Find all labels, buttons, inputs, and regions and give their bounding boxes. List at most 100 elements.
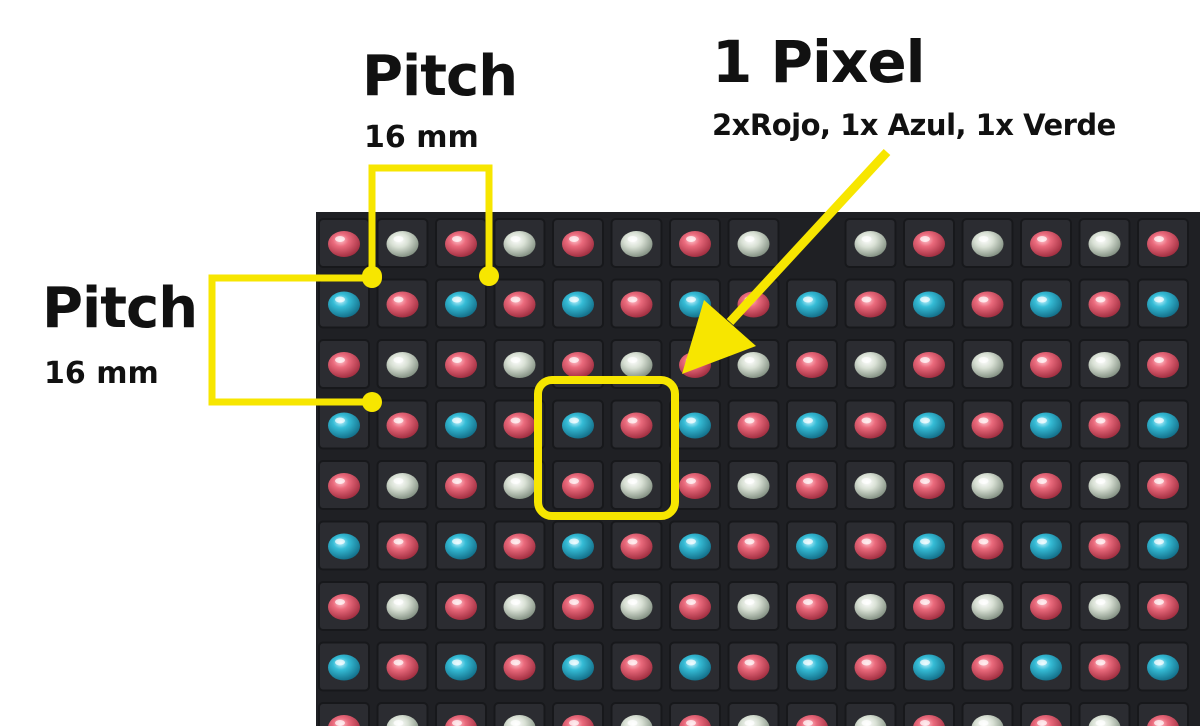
led-highlight — [861, 236, 872, 242]
led-highlight — [686, 659, 696, 666]
led-highlight — [1095, 357, 1106, 363]
led-highlight — [569, 417, 579, 424]
led-highlight — [510, 659, 521, 666]
led-highlight — [861, 417, 872, 424]
led-highlight — [978, 659, 989, 666]
led-highlight — [627, 357, 638, 363]
led-highlight — [452, 478, 462, 484]
pitch-horizontal-bracket — [368, 164, 493, 276]
led-highlight — [335, 236, 345, 242]
led-highlight — [393, 296, 404, 303]
led-highlight — [335, 538, 345, 545]
led-highlight — [627, 538, 638, 545]
pixel-highlight-box — [534, 376, 679, 520]
led-highlight — [861, 659, 872, 666]
led-highlight — [744, 538, 755, 545]
led-highlight — [1095, 659, 1106, 666]
led-highlight — [569, 478, 579, 484]
led-highlight — [920, 236, 930, 242]
led-highlight — [335, 720, 345, 726]
led-highlight — [335, 599, 345, 605]
led-highlight — [335, 296, 345, 303]
led-highlight — [1154, 357, 1164, 363]
led-highlight — [393, 599, 404, 605]
pitch-horizontal-title: Pitch — [362, 44, 518, 109]
pitch-horizontal-dot-right — [479, 266, 499, 286]
led-highlight — [920, 720, 930, 726]
led-highlight — [861, 478, 872, 484]
led-highlight — [920, 478, 930, 484]
led-highlight — [510, 538, 521, 545]
led-highlight — [920, 357, 930, 363]
pixel-callout-composition: 2xRojo, 1x Azul, 1x Verde — [712, 108, 1116, 142]
led-highlight — [744, 478, 755, 484]
led-highlight — [686, 538, 696, 545]
led-highlight — [1154, 296, 1164, 303]
led-highlight — [627, 599, 638, 605]
led-highlight — [510, 357, 521, 363]
led-highlight — [1154, 659, 1164, 666]
led-highlight — [920, 599, 930, 605]
led-highlight — [1154, 599, 1164, 605]
led-highlight — [686, 236, 696, 242]
pitch-vertical-dot-bottom — [362, 392, 382, 412]
led-highlight — [335, 417, 345, 424]
led-highlight — [1095, 236, 1106, 242]
led-highlight — [452, 720, 462, 726]
led-highlight — [686, 417, 696, 424]
pixel-callout-title: 1 Pixel — [712, 28, 926, 96]
led-highlight — [627, 417, 638, 424]
led-highlight — [920, 659, 930, 666]
pixel-arrow-head — [682, 300, 756, 374]
led-highlight — [861, 296, 872, 303]
led-highlight — [803, 296, 813, 303]
led-highlight — [393, 357, 404, 363]
led-highlight — [744, 357, 755, 363]
led-highlight — [1095, 720, 1106, 726]
led-highlight — [335, 478, 345, 484]
led-highlight — [452, 357, 462, 363]
led-highlight — [335, 357, 345, 363]
led-highlight — [686, 296, 696, 303]
led-highlight — [1095, 417, 1106, 424]
led-highlight — [452, 417, 462, 424]
led-grid — [318, 218, 1189, 726]
led-highlight — [803, 538, 813, 545]
led-highlight — [920, 538, 930, 545]
led-highlight — [686, 599, 696, 605]
led-highlight — [569, 538, 579, 545]
led-highlight — [569, 599, 579, 605]
led-highlight — [861, 720, 872, 726]
led-highlight — [686, 720, 696, 726]
led-highlight — [803, 478, 813, 484]
led-highlight — [744, 236, 755, 242]
led-highlight — [1095, 296, 1106, 303]
led-highlight — [335, 659, 345, 666]
led-highlight — [803, 417, 813, 424]
led-highlight — [1037, 599, 1047, 605]
led-highlight — [1037, 236, 1047, 242]
led-highlight — [1037, 720, 1047, 726]
pitch-vertical-bracket — [208, 274, 372, 406]
pitch-vertical-value: 16 mm — [44, 356, 159, 391]
led-highlight — [978, 357, 989, 363]
led-highlight — [803, 357, 813, 363]
led-highlight — [978, 296, 989, 303]
led-highlight — [452, 296, 462, 303]
led-highlight — [393, 538, 404, 545]
led-highlight — [686, 478, 696, 484]
led-highlight — [510, 236, 521, 242]
led-highlight — [861, 357, 872, 363]
led-highlight — [510, 599, 521, 605]
led-highlight — [1154, 417, 1164, 424]
led-highlight — [861, 599, 872, 605]
led-highlight — [1154, 720, 1164, 726]
led-highlight — [1037, 538, 1047, 545]
led-highlight — [452, 538, 462, 545]
led-highlight — [920, 417, 930, 424]
led-highlight — [510, 296, 521, 303]
led-highlight — [1095, 538, 1106, 545]
led-highlight — [744, 720, 755, 726]
led-highlight — [393, 417, 404, 424]
